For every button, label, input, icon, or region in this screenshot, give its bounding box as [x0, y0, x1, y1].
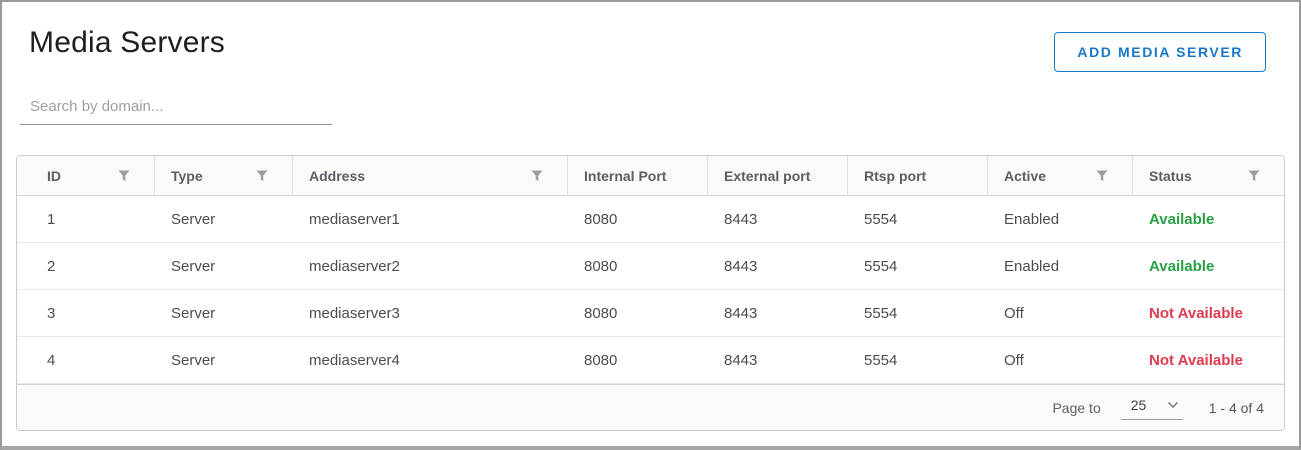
- cell-address: mediaserver1: [309, 210, 400, 228]
- cell-type: Server: [171, 351, 216, 369]
- column-label: Active: [1004, 167, 1047, 184]
- table-row[interactable]: 1 Server mediaserver1 8080 8443 5554 Ena…: [17, 196, 1284, 243]
- add-media-server-button[interactable]: ADD MEDIA SERVER: [1054, 32, 1266, 72]
- cell-external-port: 8443: [724, 210, 758, 228]
- cell-active: Enabled: [1004, 210, 1060, 228]
- column-header-active: Active: [988, 156, 1133, 195]
- column-header-external-port: External port: [708, 156, 848, 195]
- filter-icon[interactable]: [531, 170, 543, 182]
- column-header-address: Address: [293, 156, 568, 195]
- cell-id: 3: [47, 304, 56, 322]
- cell-active: Off: [1004, 351, 1024, 369]
- column-label: Address: [309, 167, 366, 184]
- page-size-select[interactable]: 25: [1120, 395, 1183, 420]
- column-label: Internal Port: [584, 167, 667, 184]
- cell-internal-port: 8080: [584, 257, 618, 275]
- status-badge: Available: [1149, 257, 1215, 275]
- column-label: Type: [171, 167, 203, 184]
- page-title: Media Servers: [29, 26, 226, 59]
- table-header-row: ID Type Address Internal Port: [17, 156, 1284, 196]
- cell-rtsp-port: 5554: [864, 304, 898, 322]
- cell-address: mediaserver2: [309, 257, 400, 275]
- column-label: ID: [47, 167, 61, 184]
- status-badge: Not Available: [1149, 351, 1243, 369]
- table-row[interactable]: 3 Server mediaserver3 8080 8443 5554 Off…: [17, 290, 1284, 337]
- column-label: External port: [724, 167, 811, 184]
- column-header-status: Status: [1133, 156, 1284, 195]
- filter-icon[interactable]: [256, 170, 268, 182]
- cell-type: Server: [171, 257, 216, 275]
- cell-external-port: 8443: [724, 304, 758, 322]
- column-header-internal-port: Internal Port: [568, 156, 708, 195]
- cell-rtsp-port: 5554: [864, 210, 898, 228]
- filter-icon[interactable]: [118, 170, 130, 182]
- cell-address: mediaserver3: [309, 304, 400, 322]
- filter-icon[interactable]: [1248, 170, 1260, 182]
- column-label: Status: [1149, 167, 1192, 184]
- cell-type: Server: [171, 304, 216, 322]
- column-header-type: Type: [155, 156, 293, 195]
- search-input[interactable]: [20, 88, 332, 125]
- cell-active: Enabled: [1004, 257, 1060, 275]
- header-bar: Media Servers ADD MEDIA SERVER: [2, 2, 1299, 72]
- column-header-rtsp-port: Rtsp port: [848, 156, 988, 195]
- column-header-id: ID: [17, 156, 155, 195]
- cell-address: mediaserver4: [309, 351, 400, 369]
- cell-external-port: 8443: [724, 257, 758, 275]
- search-field-wrap: [20, 88, 332, 125]
- pagination-range-text: 1 - 4 of 4: [1208, 399, 1264, 416]
- cell-type: Server: [171, 210, 216, 228]
- status-badge: Not Available: [1149, 304, 1243, 322]
- cell-rtsp-port: 5554: [864, 257, 898, 275]
- media-servers-table: ID Type Address Internal Port: [16, 155, 1285, 431]
- cell-internal-port: 8080: [584, 210, 618, 228]
- cell-id: 4: [47, 351, 56, 369]
- cell-id: 2: [47, 257, 56, 275]
- page-size-value: 25: [1130, 397, 1147, 413]
- table-row[interactable]: 4 Server mediaserver4 8080 8443 5554 Off…: [17, 337, 1284, 384]
- chevron-down-icon: [1167, 401, 1179, 409]
- cell-internal-port: 8080: [584, 351, 618, 369]
- cell-internal-port: 8080: [584, 304, 618, 322]
- cell-id: 1: [47, 210, 56, 228]
- cell-active: Off: [1004, 304, 1024, 322]
- table-footer: Page to 25 1 - 4 of 4: [17, 384, 1284, 430]
- page-to-label: Page to: [1052, 399, 1101, 416]
- status-badge: Available: [1149, 210, 1215, 228]
- column-label: Rtsp port: [864, 167, 927, 184]
- table-row[interactable]: 2 Server mediaserver2 8080 8443 5554 Ena…: [17, 243, 1284, 290]
- filter-icon[interactable]: [1096, 170, 1108, 182]
- cell-external-port: 8443: [724, 351, 758, 369]
- cell-rtsp-port: 5554: [864, 351, 898, 369]
